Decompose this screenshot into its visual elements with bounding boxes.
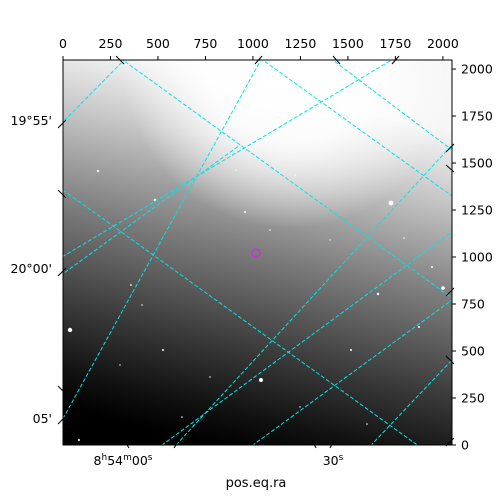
star (366, 423, 368, 425)
grid-line (252, 299, 452, 445)
pixel-x-tick-label: 1500 (332, 36, 364, 51)
star (329, 239, 331, 241)
star (376, 292, 380, 296)
pixel-y-tick-label: 1500 (461, 156, 493, 171)
star (294, 174, 296, 176)
plot-frame (62, 59, 453, 446)
grid-line (175, 144, 452, 445)
star (96, 169, 100, 173)
star (244, 211, 246, 213)
pixel-x-tick-label: 1250 (285, 36, 317, 51)
star (235, 169, 237, 171)
pixel-y-tick-label: 1750 (461, 109, 493, 124)
x-axis-title: pos.eq.ra (226, 476, 287, 491)
star (403, 237, 405, 239)
star (388, 200, 394, 206)
grid-line (63, 189, 419, 445)
pixel-y-axis-ticks: 0 250 500 750 1000 1250 1500 1750 2000 (452, 62, 493, 453)
star (130, 284, 132, 286)
grid-line (331, 60, 452, 151)
dec-label-05: 05' (33, 411, 52, 426)
grid-line (63, 144, 241, 275)
pixel-x-axis-ticks: 0 250 500 750 1000 1250 1500 1750 2000 (59, 36, 459, 60)
grid-line (370, 359, 452, 445)
target-marker (251, 248, 261, 258)
star (181, 416, 183, 418)
dec-label-19-55: 19°55' (11, 113, 53, 128)
pixel-y-tick-label: 500 (461, 344, 485, 359)
star (259, 378, 263, 382)
ra-label-30s: 30s (323, 453, 344, 468)
star (431, 266, 433, 268)
coordinate-grid (63, 60, 452, 445)
grid-line (63, 60, 125, 123)
star (269, 229, 271, 231)
pixel-y-tick-label: 1250 (461, 203, 493, 218)
star (209, 376, 211, 378)
grid-line (63, 60, 262, 420)
star (418, 326, 420, 328)
pixel-y-tick-label: 1000 (461, 250, 493, 265)
sky-image (63, 60, 452, 445)
ra-label-8h54m00s: 8h54m00s (94, 453, 153, 468)
grid-line (261, 60, 452, 197)
pixel-y-tick-label: 0 (461, 438, 469, 453)
star (67, 327, 73, 333)
pixel-x-tick-label: 500 (146, 36, 170, 51)
star (299, 406, 301, 408)
star (78, 439, 80, 441)
dec-label-20-00: 20°00' (11, 261, 53, 276)
star (162, 349, 164, 351)
world-tick-marks (57, 55, 455, 449)
pixel-y-tick-label: 250 (461, 391, 485, 406)
star (350, 349, 352, 351)
pixel-y-tick-label: 2000 (461, 62, 493, 77)
pixel-y-tick-label: 750 (461, 297, 485, 312)
pixel-x-tick-label: 2000 (427, 36, 459, 51)
grid-line (161, 231, 452, 445)
star (119, 364, 121, 366)
star (441, 286, 445, 290)
star (141, 304, 143, 306)
pixel-x-tick-label: 750 (194, 36, 218, 51)
pixel-x-tick-label: 250 (99, 36, 123, 51)
pixel-x-tick-label: 1000 (237, 36, 269, 51)
pixel-x-tick-label: 1750 (379, 36, 411, 51)
grid-line (121, 60, 452, 299)
pixel-x-tick-label: 0 (59, 36, 67, 51)
